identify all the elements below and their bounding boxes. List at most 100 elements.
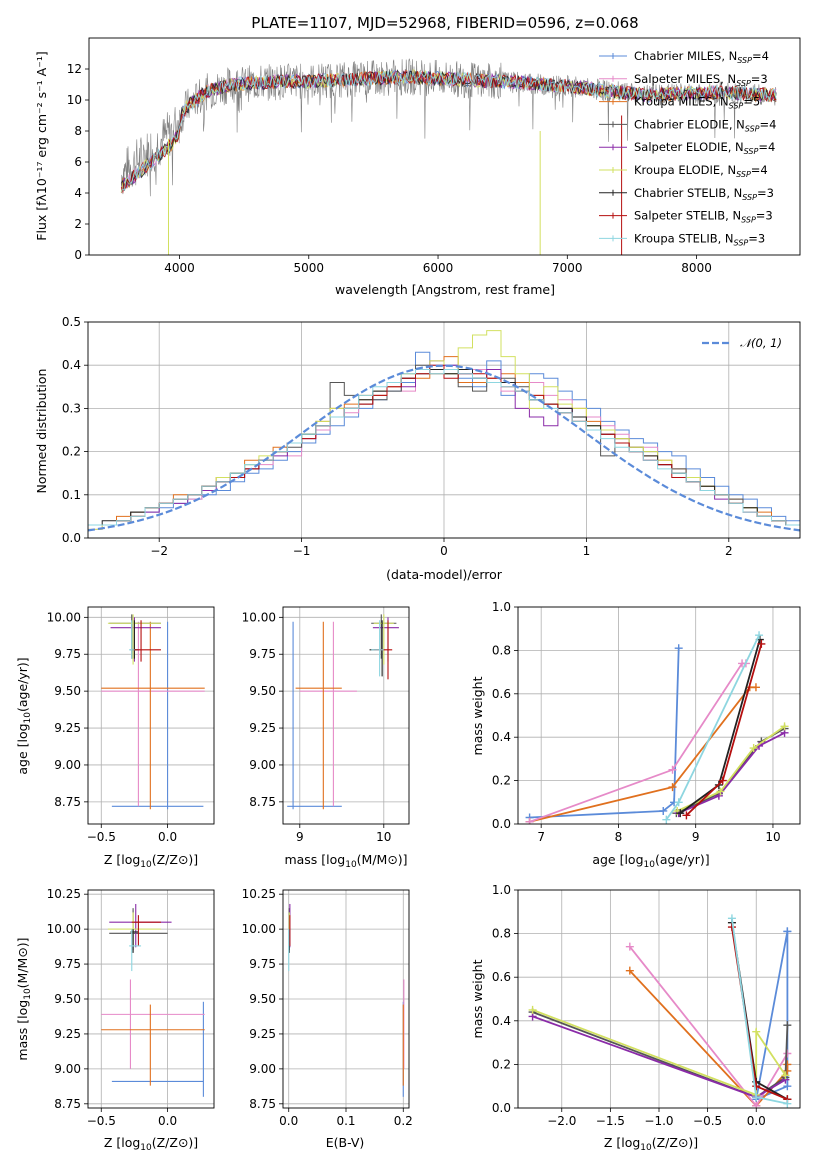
y-tick-label: 10 xyxy=(67,93,82,107)
x-tick-label: 7 xyxy=(537,830,545,844)
y-tick-label: 9.00 xyxy=(249,758,276,772)
x-tick-label: 4000 xyxy=(164,261,195,275)
legend-label-end: =5 xyxy=(743,95,760,109)
y-tick-label: 8.75 xyxy=(249,795,276,809)
residual-histogram-step xyxy=(88,369,800,526)
weight-point-marker xyxy=(783,1021,792,1030)
y-tick-label: 0.1 xyxy=(62,488,81,502)
weight-point-marker xyxy=(727,914,736,923)
clipped-plot-area xyxy=(120,58,777,255)
y-tick-label: 0.2 xyxy=(492,774,511,788)
y-tick-label: 1.0 xyxy=(492,600,511,614)
legend-label-sub: SSP xyxy=(742,193,757,202)
legend-label: Salpeter MILES, NSSP=3 xyxy=(634,72,768,88)
legend-label: Salpeter ELODIE, NSSP=4 xyxy=(634,140,775,156)
x-tick-label: −1.5 xyxy=(596,1114,625,1128)
legend-label-main: Chabrier MILES, N xyxy=(634,49,737,63)
y-tick-label: 0.5 xyxy=(62,315,81,329)
y-tick-label: 0.0 xyxy=(62,531,81,545)
weight-z-y-label: mass weight xyxy=(470,959,485,1038)
weight-point-marker xyxy=(682,811,691,820)
weight-point-marker xyxy=(662,815,671,824)
weight-point-marker xyxy=(757,639,766,648)
legend-label-end: =3 xyxy=(757,186,774,200)
legend-label: Kroupa MILES, NSSP=5 xyxy=(634,95,760,111)
y-tick-label: 9.75 xyxy=(54,647,81,661)
legend-label: Chabrier STELIB, NSSP=3 xyxy=(634,186,774,202)
legend-label-sub: SSP xyxy=(737,56,752,65)
y-tick-label: 0.2 xyxy=(492,1057,511,1071)
weight-point-marker xyxy=(752,1027,761,1036)
weight-point-marker xyxy=(780,722,789,731)
axes-frame xyxy=(517,889,801,1109)
x-tick-label: −0.5 xyxy=(87,830,116,844)
weight-point-marker xyxy=(525,817,534,824)
y-tick-label: 12 xyxy=(67,62,82,76)
weight-point-marker xyxy=(783,1049,792,1058)
y-tick-label: 0.4 xyxy=(492,1014,511,1028)
spectrum-title: PLATE=1107, MJD=52968, FIBERID=0596, z=0… xyxy=(251,14,638,32)
legend-label-main: Kroupa ELODIE, N xyxy=(634,163,736,177)
weight-point-marker xyxy=(528,1005,537,1014)
y-tick-label: 9.75 xyxy=(54,957,81,971)
y-tick-label: 8.75 xyxy=(249,1097,276,1111)
legend-label-main: Salpeter ELODIE, N xyxy=(634,140,744,154)
mass-vs-extinction-panel: 0.0 0.1 0.2 8.75 9.00 9.25 9.50 9.75 10.00 10.25 xyxy=(242,887,413,1128)
residual-legend: 𝒩(0, 1) xyxy=(702,336,782,350)
weight-z-x-label: Z [log10(Z/Z⊙)] xyxy=(604,1135,698,1153)
y-tick-label: 9.75 xyxy=(249,647,276,661)
legend-label-sub: SSP xyxy=(741,216,756,225)
y-tick-label: 9.25 xyxy=(249,721,276,735)
legend-label-main: Kroupa STELIB, N xyxy=(634,231,734,245)
weight-point-marker xyxy=(718,776,727,785)
x-tick-label: 5000 xyxy=(293,261,324,275)
x-tick-label: −1 xyxy=(293,544,311,558)
weight-point-marker xyxy=(625,966,634,975)
x-tick-label: 10 xyxy=(765,830,780,844)
weight-point-marker xyxy=(783,1099,792,1108)
y-tick-label: 0 xyxy=(74,248,82,262)
y-tick-label: 0.2 xyxy=(62,445,81,459)
x-tick-label: 9 xyxy=(296,830,304,844)
ageZ-x-label: Z [log10(Z/Z⊙)] xyxy=(104,852,198,870)
clipped-plot-area xyxy=(525,631,789,824)
legend-label-sub: SSP xyxy=(744,147,759,156)
legend-label-main: Chabrier ELODIE, N xyxy=(634,117,745,131)
residual-x-label: (data-model)/error xyxy=(386,567,503,582)
x-tick-label: −1.0 xyxy=(644,1114,673,1128)
legend-label-main: Chabrier STELIB, N xyxy=(634,186,742,200)
clipped-plot-area xyxy=(528,914,792,1108)
weight-point-marker xyxy=(752,1101,761,1108)
y-tick-label: 2 xyxy=(74,217,82,231)
y-tick-label: 0.6 xyxy=(492,687,511,701)
y-tick-label: 8.75 xyxy=(54,1097,81,1111)
ageZ-y-label: age [log10(age/yr)] xyxy=(15,657,33,774)
weight-point-marker xyxy=(781,1071,790,1080)
legend-label-end: =4 xyxy=(758,140,775,154)
weight-series-line xyxy=(532,1011,789,1099)
weight-point-marker xyxy=(752,1082,761,1091)
legend-label-main: Salpeter MILES, N xyxy=(634,72,736,86)
y-tick-label: 6 xyxy=(74,155,82,169)
x-tick-label: 1 xyxy=(583,544,591,558)
y-tick-label: 0.3 xyxy=(62,401,81,415)
x-tick-label: 0.2 xyxy=(394,1114,413,1128)
weight-point-marker xyxy=(668,783,677,792)
weight-point-marker xyxy=(625,942,634,951)
x-tick-label: 7000 xyxy=(552,261,583,275)
weight-point-marker xyxy=(783,1060,792,1069)
legend-label-sub: SSP xyxy=(729,102,744,111)
x-tick-label: 9 xyxy=(692,830,700,844)
y-tick-label: 0.0 xyxy=(492,817,511,831)
clipped-plot-area xyxy=(88,330,800,532)
x-tick-label: 0.0 xyxy=(158,1114,177,1128)
legend-label: Kroupa STELIB, NSSP=3 xyxy=(634,231,765,247)
y-tick-label: 4 xyxy=(74,186,82,200)
y-tick-label: 9.50 xyxy=(249,684,276,698)
y-tick-label: 8.75 xyxy=(54,795,81,809)
age-vs-metallicity-panel: −0.5 0.0 8.75 9.00 9.25 9.50 9.75 10.00 xyxy=(47,606,215,844)
x-tick-label: 6000 xyxy=(423,261,454,275)
legend-label-main: Kroupa MILES, N xyxy=(634,95,729,109)
y-tick-label: 10.25 xyxy=(242,887,276,901)
